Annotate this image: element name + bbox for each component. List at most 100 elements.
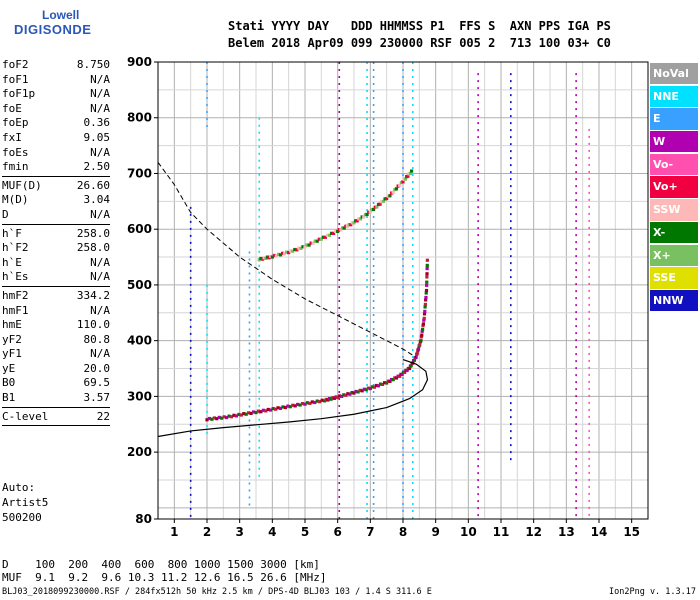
x-mode-trace-dot — [303, 245, 307, 249]
o-mode-trace-dot — [266, 407, 270, 412]
o-mode-trace-dot — [298, 403, 302, 407]
param-row: yE 20.0 — [2, 362, 110, 377]
o-mode-trace-dot — [354, 389, 358, 394]
o-mode-trace-dot — [403, 370, 407, 375]
y-tick-label: 600 — [127, 222, 152, 236]
param-row: foF1 N/A — [2, 73, 110, 88]
x-mode-trace-dot — [285, 250, 289, 254]
param-value: 26.60 — [76, 178, 110, 192]
o-mode-trace-dot — [286, 404, 290, 408]
param-value: 258.0 — [76, 226, 110, 240]
param-row: C-level 22 — [2, 410, 110, 425]
x-mode-trace-dot — [295, 248, 299, 252]
x-mode-trace-dot — [267, 256, 271, 260]
param-label: MUF(D) — [2, 178, 42, 192]
o-mode-trace-dot — [338, 394, 342, 398]
x-mode-trace-dot — [276, 252, 281, 256]
o-mode-trace-dot — [425, 263, 429, 268]
x-tick-label: 11 — [493, 525, 510, 539]
o-mode-trace-dot — [281, 405, 285, 409]
o-mode-trace-dot — [386, 379, 390, 383]
param-separator — [2, 175, 110, 177]
param-label: foEs — [2, 145, 29, 159]
param-value: 8.750 — [76, 58, 110, 71]
o-mode-trace-dot — [315, 399, 319, 403]
x-mode-trace-dot — [375, 205, 379, 209]
legend-item: X- — [650, 221, 698, 244]
x-mode-trace-dot — [345, 224, 350, 229]
o-mode-trace-dot — [288, 405, 292, 409]
header-line2: Belem 2018 Apr09 099 230000 RSF 005 2 71… — [228, 36, 611, 50]
y-tick-label: 900 — [127, 55, 152, 69]
x-mode-trace-dot — [398, 183, 402, 187]
o-mode-trace-dot — [237, 412, 241, 417]
x-mode-trace-dot — [394, 187, 399, 191]
o-mode-trace-dot — [340, 394, 344, 398]
o-mode-trace-dot — [259, 410, 263, 414]
param-value: N/A — [90, 207, 110, 221]
param-value: 0.36 — [83, 116, 111, 130]
o-mode-trace-dot — [207, 416, 212, 421]
distance-muf-table: D 100 200 400 600 800 1000 1500 3000 [km… — [2, 558, 327, 584]
auto-version: 500200 — [2, 511, 42, 524]
x-mode-trace-dot — [378, 202, 382, 206]
grid-lines — [158, 62, 648, 519]
o-mode-trace-dot — [389, 377, 394, 382]
o-mode-trace-dot — [424, 298, 428, 302]
profile-curves — [157, 162, 429, 438]
param-label: foF1p — [2, 87, 36, 101]
param-value: 3.57 — [83, 391, 111, 405]
y-tick-label: 400 — [127, 334, 152, 348]
param-label: B1 — [2, 391, 16, 405]
x-mode-trace-dot — [262, 256, 266, 260]
o-mode-trace-dot — [296, 402, 300, 407]
x-mode-trace-dot — [350, 221, 354, 225]
param-value: N/A — [90, 87, 110, 101]
o-mode-trace-dot — [391, 378, 395, 382]
file-info-footer: BLJ03_2018099230000.RSF / 284fx512h 50 k… — [2, 587, 432, 597]
o-mode-trace-dot — [331, 396, 335, 400]
x-mode-trace-dot — [297, 246, 301, 250]
param-row: foF2 8.750 — [2, 58, 110, 73]
o-mode-trace-dot — [360, 389, 364, 393]
x-mode-trace-dot — [383, 197, 387, 201]
param-label: foF1 — [2, 72, 29, 86]
param-label: C-level — [2, 409, 49, 423]
x-mode-trace-dot — [282, 252, 287, 256]
x-mode-trace-dot — [362, 215, 366, 219]
o-mode-trace-dot — [405, 368, 409, 373]
param-value: N/A — [90, 270, 110, 284]
o-mode-trace-dot — [256, 409, 261, 413]
o-mode-trace-dot — [366, 386, 370, 390]
param-label: h`E — [2, 255, 22, 269]
x-mode-trace-dot — [323, 235, 328, 239]
legend-item: SSE — [650, 267, 698, 289]
x-tick-label: 6 — [333, 525, 341, 539]
param-value: N/A — [90, 255, 110, 269]
param-separator — [2, 425, 110, 427]
o-mode-trace-dot — [378, 382, 383, 386]
o-mode-trace-dot — [210, 417, 214, 421]
x-tick-label: 7 — [366, 525, 374, 539]
o-mode-trace-dot — [385, 381, 389, 385]
o-mode-trace-dot — [415, 351, 419, 355]
x-mode-trace-dot — [272, 253, 276, 258]
o-mode-trace-dot — [326, 398, 330, 402]
o-mode-trace-dot — [283, 405, 287, 410]
x-mode-trace-dot — [293, 247, 297, 252]
param-label: h`F — [2, 226, 22, 240]
x-mode-trace-dot — [257, 258, 261, 262]
digisonde-logo: Lowell DIGISONDE — [4, 6, 91, 46]
x-mode-trace-dot — [340, 226, 345, 230]
param-label: hmF1 — [2, 303, 29, 317]
y-axis-ticks: 80 200 300 400 500 600 700 800 900 — [127, 55, 158, 526]
x-mode-trace-dot — [386, 194, 390, 198]
o-mode-trace-dot — [261, 408, 265, 412]
muf-row: MUF 9.1 9.2 9.6 10.3 11.2 12.6 16.5 26.6… — [2, 571, 327, 584]
x-mode-trace-dot — [265, 255, 270, 259]
o-mode-trace-dot — [269, 408, 273, 412]
o-mode-trace-dot — [425, 283, 429, 287]
x-mode-trace-dot — [269, 254, 273, 259]
o-mode-trace-dot — [425, 280, 429, 284]
x-mode-trace-dot — [260, 257, 265, 261]
